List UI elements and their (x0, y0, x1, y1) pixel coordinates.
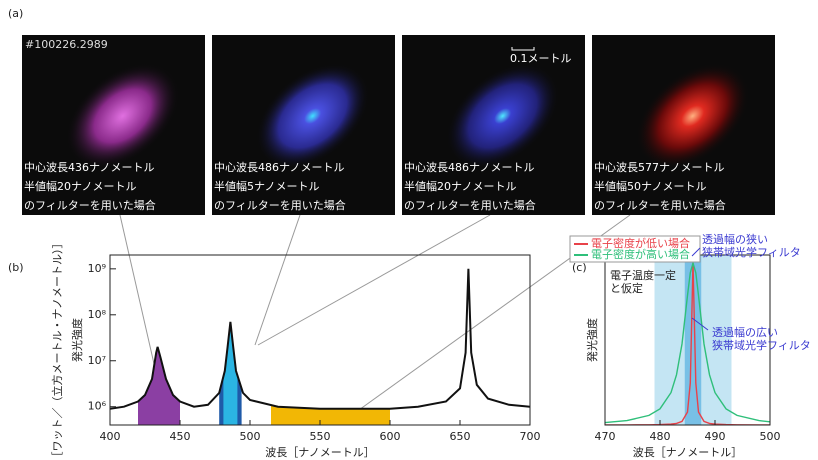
y-tick-label: 10⁶ (88, 400, 107, 413)
photo-caption: のフィルターを用いた場合 (594, 198, 726, 212)
y-axis-unit: ［ワット／（立方メートル・ナノメートル）］ (50, 238, 64, 460)
photo-caption: 半値幅20ナノメートル (24, 179, 136, 193)
legend-label: 電子密度が高い場合 (591, 247, 690, 261)
annotation: 電子温度一定 (610, 268, 676, 282)
panel-label: (c) (572, 261, 587, 274)
figure: (a) (b) (c) 中心波長436ナノメートル半値幅20ナノメートルのフィル… (0, 0, 818, 460)
y-tick-label: 10⁷ (88, 354, 106, 367)
x-axis-title: 波長［ナノメートル］ (633, 446, 742, 459)
photo-caption: 中心波長577ナノメートル (594, 161, 724, 174)
y-tick-label: 10⁹ (88, 262, 106, 275)
x-tick-label: 470 (595, 430, 616, 443)
filter-band (138, 347, 180, 425)
x-tick-label: 500 (760, 430, 781, 443)
x-tick-label: 400 (100, 430, 121, 443)
annotation: 狭帯域光学フィルタ (702, 245, 801, 259)
x-tick-label: 500 (240, 430, 261, 443)
photo-caption: 半値幅5ナノメートル (214, 179, 319, 193)
scale-label: 0.1メートル (510, 52, 572, 65)
annotation: 狭帯域光学フィルタ (712, 338, 811, 352)
photo-label: #100226.2989 (25, 38, 108, 51)
photo-caption: 半値幅50ナノメートル (594, 179, 706, 193)
x-tick-label: 490 (705, 430, 726, 443)
filter-band (223, 322, 237, 425)
x-tick-label: 450 (170, 430, 191, 443)
photo-caption: 中心波長486ナノメートル (404, 161, 534, 174)
panel-label: (b) (8, 261, 24, 274)
y-axis-title: 発光強度 (70, 318, 84, 362)
plot (110, 269, 530, 425)
x-axis-title: 波長［ナノメートル］ (265, 446, 374, 459)
series-line (110, 269, 530, 409)
photo-caption: 半値幅20ナノメートル (404, 179, 516, 193)
y-tick-label: 10⁸ (88, 308, 107, 321)
photo-caption: のフィルターを用いた場合 (24, 198, 156, 212)
annotation: 透過幅の狭い (702, 233, 768, 246)
annotation: と仮定 (610, 281, 643, 295)
x-tick-label: 550 (310, 430, 331, 443)
photo-caption: のフィルターを用いた場合 (404, 198, 536, 212)
photo-caption: 中心波長436ナノメートル (24, 161, 154, 174)
x-tick-label: 480 (650, 430, 671, 443)
x-tick-label: 650 (450, 430, 471, 443)
panel-label: (a) (8, 7, 23, 20)
x-tick-label: 600 (380, 430, 401, 443)
photo-caption: のフィルターを用いた場合 (214, 198, 346, 212)
photo-caption: 中心波長486ナノメートル (214, 161, 344, 174)
annotation: 透過幅の広い (712, 326, 778, 339)
y-axis-title: 発光強度 (585, 318, 599, 362)
connector-lines (120, 215, 630, 420)
x-tick-label: 700 (520, 430, 541, 443)
